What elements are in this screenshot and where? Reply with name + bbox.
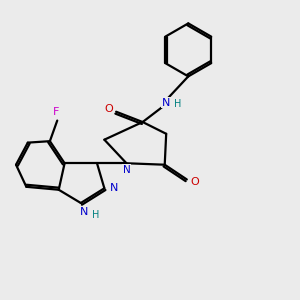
Text: H: H [92, 210, 99, 220]
Text: H: H [174, 99, 181, 110]
Text: O: O [191, 177, 200, 188]
Text: O: O [104, 104, 113, 114]
Text: N: N [110, 183, 118, 193]
Text: N: N [80, 207, 88, 217]
Text: F: F [52, 107, 59, 117]
Text: N: N [162, 98, 170, 108]
Text: N: N [123, 165, 130, 175]
